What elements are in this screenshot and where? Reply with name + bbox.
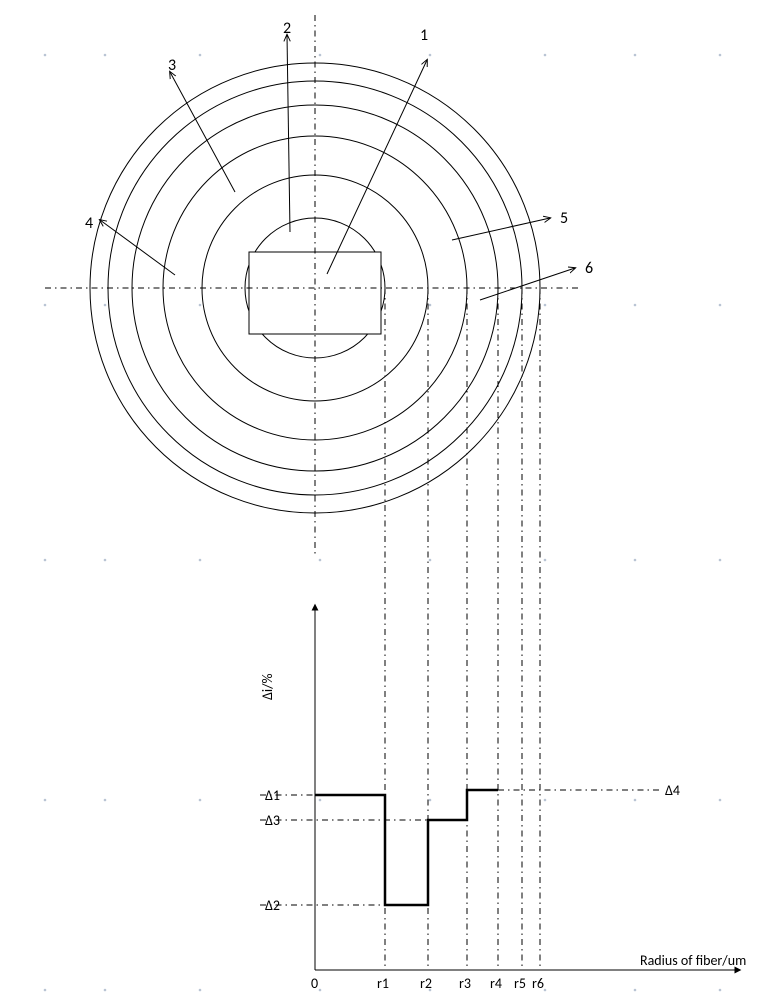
y-label-d1: Δ1 xyxy=(265,787,280,804)
callout-label-3: 3 xyxy=(168,56,176,75)
x-tick-label-r2: r2 xyxy=(420,975,432,992)
x-tick-label-r3: r3 xyxy=(459,975,471,992)
callout-label-6: 6 xyxy=(585,259,593,278)
x-tick-label-0: 0 xyxy=(311,975,318,992)
callout-arrow-4 xyxy=(100,220,175,275)
x-tick-label-r6: r6 xyxy=(532,975,544,992)
x-axis-label: Radius of fiber/um xyxy=(640,952,746,969)
callout-arrow-5 xyxy=(452,218,550,240)
index-profile-plot: 0 r1 r2 r3 r4 r5 r6 Δ1 Δ3 Δ2 Δ4 Radius of fiber/um Δ… xyxy=(259,288,746,992)
callout-arrow-1 xyxy=(327,60,427,274)
figure-canvas: 1 2 3 4 5 6 0 r1 r2 r3 r4 r5 r6 Δ1 Δ3 Δ2 Δ4 Radius of fi… xyxy=(0,0,759,1000)
y-label-d4: Δ4 xyxy=(665,782,680,799)
y-label-d3: Δ3 xyxy=(265,812,280,829)
background-dots xyxy=(44,54,722,992)
callout-label-2: 2 xyxy=(283,19,291,38)
y-axis-label: Δi/% xyxy=(259,673,276,700)
callout-arrow-6 xyxy=(480,268,575,300)
x-tick-label-r5: r5 xyxy=(514,975,526,992)
callout-label-5: 5 xyxy=(560,209,568,228)
callout-arrow-3 xyxy=(170,72,235,192)
callout-label-1: 1 xyxy=(420,26,428,45)
y-label-d2: Δ2 xyxy=(265,897,280,914)
callout-label-4: 4 xyxy=(85,214,93,233)
x-tick-label-r1: r1 xyxy=(377,975,389,992)
index-step-profile xyxy=(315,790,498,905)
x-tick-label-r4: r4 xyxy=(490,975,502,992)
